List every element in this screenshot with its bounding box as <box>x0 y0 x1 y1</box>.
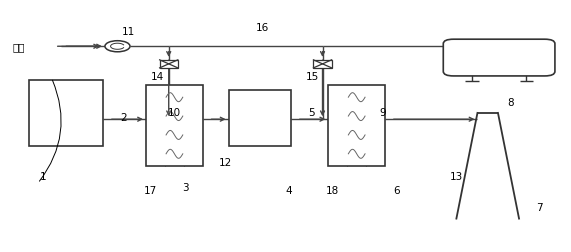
Text: 3: 3 <box>183 182 189 192</box>
Bar <box>29 81 103 146</box>
Text: 13: 13 <box>450 171 463 181</box>
Text: 9: 9 <box>379 107 385 117</box>
Text: 14: 14 <box>151 72 164 82</box>
Bar <box>160 60 178 69</box>
Circle shape <box>105 42 130 53</box>
Text: 15: 15 <box>306 72 319 82</box>
Text: 11: 11 <box>122 27 135 37</box>
Bar <box>146 86 203 166</box>
Text: 17: 17 <box>144 185 157 195</box>
Bar <box>328 86 385 166</box>
Text: 7: 7 <box>536 202 542 212</box>
Text: 4: 4 <box>285 185 292 195</box>
Text: 12: 12 <box>219 157 232 167</box>
Text: 18: 18 <box>326 185 339 195</box>
Text: 1: 1 <box>40 171 47 181</box>
Text: 6: 6 <box>393 185 400 195</box>
Text: 2: 2 <box>120 112 126 122</box>
Text: 8: 8 <box>507 97 514 107</box>
FancyBboxPatch shape <box>443 40 555 77</box>
Bar <box>228 91 291 146</box>
Text: 空气: 空气 <box>12 42 25 52</box>
Bar <box>313 60 332 69</box>
Text: 10: 10 <box>168 107 181 117</box>
Text: 5: 5 <box>308 107 315 117</box>
Text: 16: 16 <box>256 23 270 33</box>
